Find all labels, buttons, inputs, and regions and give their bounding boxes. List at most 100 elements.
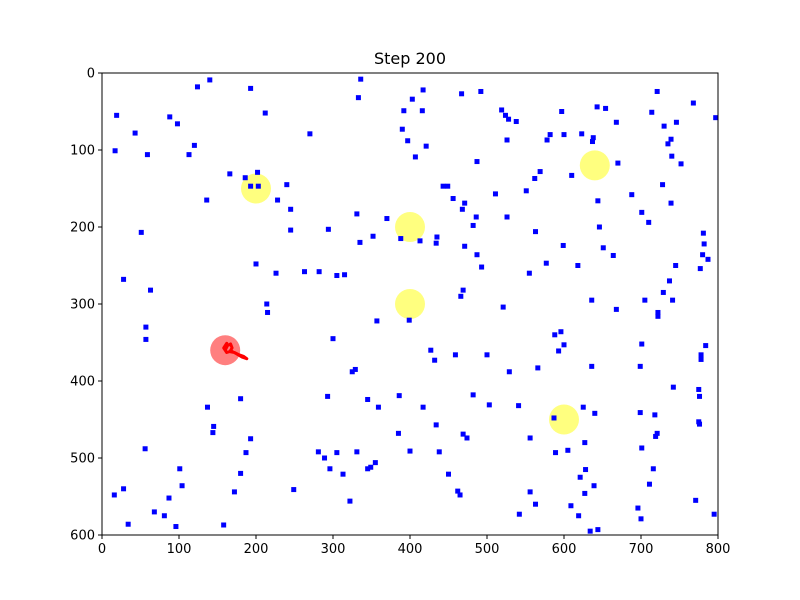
data-point [194,84,200,90]
data-point [322,455,328,461]
agent-trail-line [222,341,249,361]
data-point [264,301,270,307]
data-point [365,396,371,402]
data-point [637,410,643,416]
data-point [433,240,439,246]
data-point [138,229,144,235]
data-point [639,209,645,215]
data-point [173,524,179,530]
y-tick-label: 200 [70,221,95,236]
data-point [582,440,588,446]
data-point [460,287,466,293]
data-point [436,449,442,455]
data-point [646,481,652,487]
data-point [265,309,271,315]
data-point [284,182,290,188]
data-point [492,191,498,197]
data-point [167,114,173,120]
data-point [255,169,261,175]
data-point [589,297,595,303]
data-point [615,160,621,166]
data-point [174,121,180,127]
data-point [370,233,376,239]
data-point [440,183,446,189]
data-point [433,422,439,428]
data-point [316,269,322,275]
data-point [121,276,127,282]
data-point [594,104,600,110]
y-tick-label: 300 [70,298,95,313]
x-tick-label: 800 [706,542,731,557]
data-point [358,76,364,82]
data-point [204,404,210,410]
data-point [288,206,294,212]
data-point [666,278,672,284]
data-point [243,450,249,456]
x-tick-label: 300 [321,542,346,557]
data-point [464,435,470,441]
data-point [325,226,331,232]
data-point [532,175,538,181]
data-point [660,182,666,188]
data-point [639,445,645,451]
data-point [580,404,586,410]
data-point [533,501,539,507]
data-point [357,239,363,245]
data-point [547,132,553,138]
data-point [668,136,674,142]
y-tick-label: 100 [70,144,95,159]
data-point [132,130,138,136]
data-point [595,198,601,204]
data-point [142,446,148,452]
data-point [307,131,313,137]
data-point [552,332,558,338]
data-point [452,352,458,358]
data-point [144,152,150,158]
data-point [577,474,583,480]
data-point [629,192,635,198]
data-point [673,119,679,125]
data-point [334,273,340,279]
data-point [713,115,718,121]
data-point [273,270,279,276]
y-tick-label: 500 [70,452,95,467]
data-point [502,112,508,118]
data-point [255,183,261,189]
data-point [500,304,506,310]
data-point [398,236,404,242]
data-point [654,430,660,436]
data-point [479,264,485,270]
y-tick-label: 0 [87,67,95,82]
data-point [210,430,216,436]
data-point [600,245,606,251]
data-point [354,449,360,455]
data-point [646,219,652,225]
data-point [177,466,183,472]
goal-circle [579,150,610,181]
data-point [678,161,684,167]
data-point [701,241,707,247]
data-point [711,511,717,517]
data-point [423,143,429,149]
data-point [655,313,661,319]
data-point [506,116,512,122]
data-point [589,139,595,145]
data-point [457,492,463,498]
data-point [354,211,360,217]
data-point [315,449,321,455]
data-point [669,153,675,159]
data-point [565,447,571,453]
chart-title: Step 200 [374,49,446,68]
data-point [499,107,505,113]
data-point [374,318,380,324]
data-point [526,270,532,276]
data-point [703,343,709,349]
data-point [407,448,413,454]
data-point [610,252,616,258]
data-point [125,521,131,527]
data-point [355,95,361,101]
data-point [543,260,549,266]
x-tick-label: 700 [629,542,654,557]
data-point [569,172,575,178]
data-point [661,123,667,129]
